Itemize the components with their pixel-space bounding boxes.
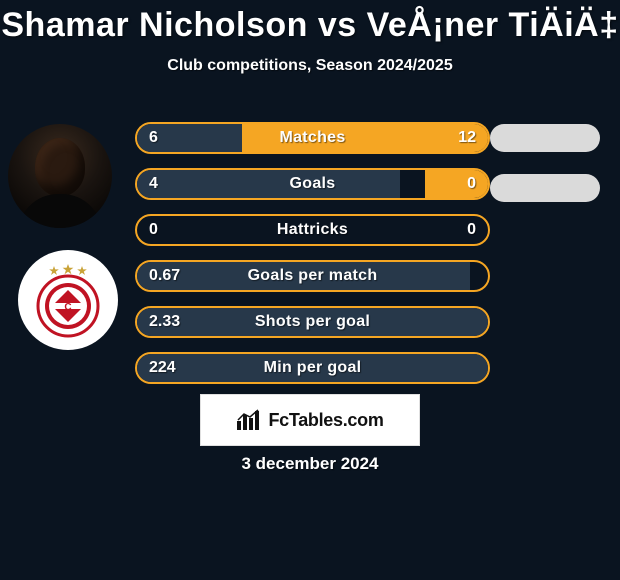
stat-label: Shots per goal <box>255 313 370 331</box>
stat-label: Goals <box>290 175 336 193</box>
stat-value-left: 0 <box>149 221 158 239</box>
stat-value-left: 224 <box>149 359 176 377</box>
stat-row: 0 Hattricks 0 <box>135 214 490 246</box>
stat-row: 224 Min per goal <box>135 352 490 384</box>
stat-row: 6 Matches 12 <box>135 122 490 154</box>
stat-value-right: 0 <box>467 221 476 239</box>
stat-value-left: 4 <box>149 175 158 193</box>
left-column: C <box>8 124 113 350</box>
comparison-pill <box>490 174 600 202</box>
stat-rows: 6 Matches 12 4 Goals 0 0 Hattricks 0 0.67 Goals pe… <box>135 122 490 398</box>
stat-value-left: 6 <box>149 129 158 147</box>
stat-label: Goals per match <box>248 267 378 285</box>
stat-row: 2.33 Shots per goal <box>135 306 490 338</box>
stat-row: 4 Goals 0 <box>135 168 490 200</box>
stat-value-left: 2.33 <box>149 313 180 331</box>
comparison-pill <box>490 124 600 152</box>
branding-bars-icon <box>236 409 262 431</box>
stat-fill-right <box>425 170 488 198</box>
branding-box: FcTables.com <box>200 394 420 446</box>
stat-fill-left <box>137 170 400 198</box>
svg-text:C: C <box>64 302 71 313</box>
branding-text: FcTables.com <box>268 410 383 431</box>
stat-value-right: 12 <box>458 129 476 147</box>
stat-label: Hattricks <box>277 221 348 239</box>
stat-label: Min per goal <box>264 359 362 377</box>
date-text: 3 december 2024 <box>0 454 620 474</box>
right-pills <box>490 124 600 224</box>
player-photo <box>8 124 112 228</box>
page-title: Shamar Nicholson vs VeÅ¡ner TiÄiÄ‡ <box>0 0 620 45</box>
stat-label: Matches <box>279 129 345 147</box>
stat-value-left: 0.67 <box>149 267 180 285</box>
stat-value-right: 0 <box>467 175 476 193</box>
club-logo: C <box>18 250 118 350</box>
stat-row: 0.67 Goals per match <box>135 260 490 292</box>
page-subtitle: Club competitions, Season 2024/2025 <box>0 57 620 75</box>
